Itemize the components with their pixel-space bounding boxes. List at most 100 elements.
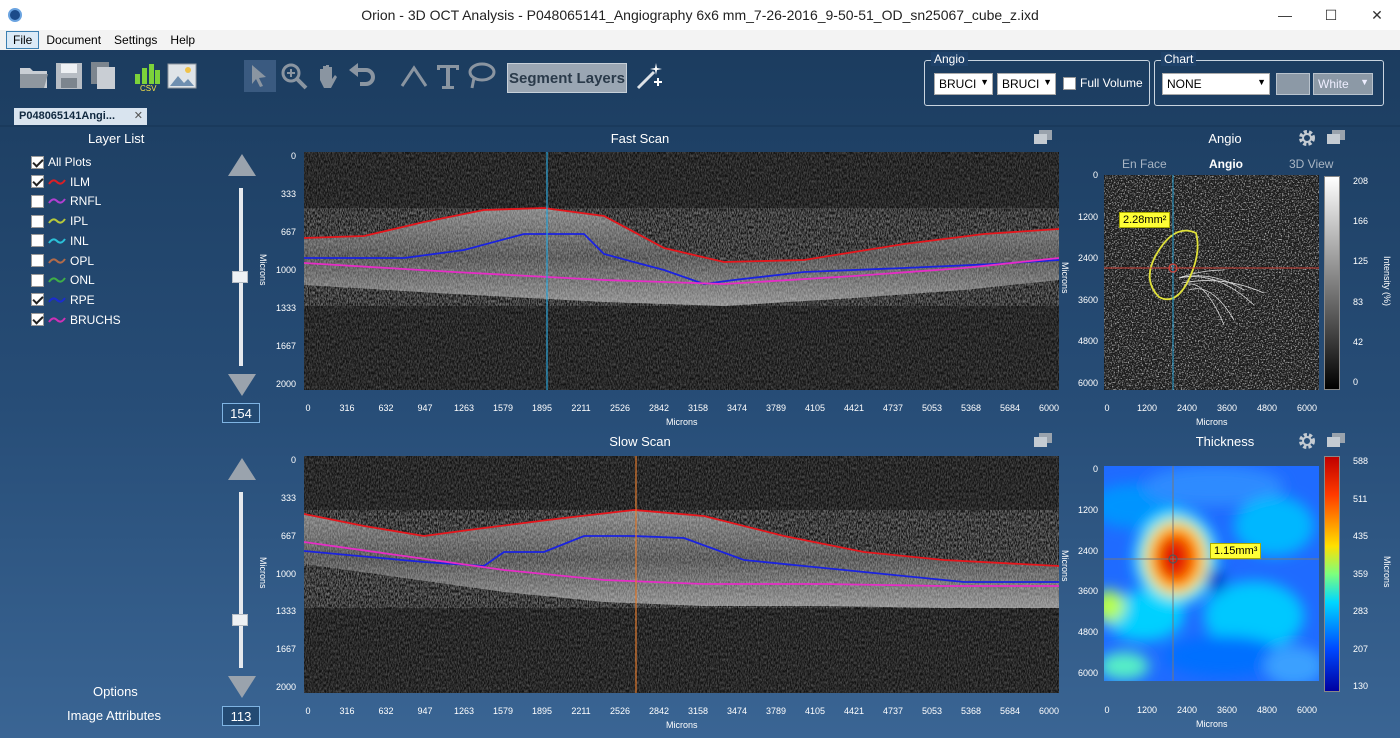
angio-layer-select-1[interactable]: BRUCI ▼: [934, 73, 993, 95]
slider-down-arrow-icon[interactable]: [228, 676, 256, 698]
text-tool-icon[interactable]: [432, 60, 464, 92]
gear-icon[interactable]: [1296, 430, 1318, 452]
tab-3d-view[interactable]: 3D View: [1289, 157, 1334, 171]
layer-item-rpe[interactable]: RPE: [31, 291, 95, 309]
layer-item-rnfl[interactable]: RNFL: [31, 192, 101, 210]
close-button[interactable]: ✕: [1371, 6, 1383, 23]
menu-document[interactable]: Document: [46, 33, 102, 47]
slow-scan-bscan[interactable]: [304, 456, 1059, 693]
fast-scan-xtick: 2842: [648, 403, 670, 413]
layer-item-all-plots[interactable]: All Plots: [31, 153, 91, 171]
layer-checkbox[interactable]: [31, 194, 44, 208]
layer-color-swatch: [48, 238, 66, 244]
color-select[interactable]: White ▼: [1313, 73, 1373, 95]
slider-up-arrow-icon[interactable]: [228, 458, 256, 480]
minimize-button[interactable]: —: [1278, 7, 1292, 23]
layer-checkbox[interactable]: [31, 254, 44, 267]
layer-item-opl[interactable]: OPL: [31, 252, 94, 270]
pan-hand-icon[interactable]: [312, 60, 344, 92]
toolbar: CSV Segment Layers: [0, 50, 1400, 106]
layer-item-inl[interactable]: INL: [31, 232, 89, 250]
undo-icon[interactable]: [346, 60, 378, 92]
layer-checkbox[interactable]: [31, 273, 44, 287]
fast-scan-xtick: 947: [417, 403, 433, 413]
angio-ytick: 0: [1092, 170, 1098, 180]
segment-layers-button[interactable]: Segment Layers: [507, 63, 627, 93]
gear-icon[interactable]: [1296, 127, 1318, 149]
layer-checkbox[interactable]: [31, 214, 44, 228]
slider-track[interactable]: [239, 492, 243, 668]
layer-item-bruchs[interactable]: BRUCHS: [31, 311, 121, 329]
menu-file[interactable]: File: [6, 31, 40, 49]
thickness-ytick: 3600: [1077, 586, 1098, 597]
slider-thumb[interactable]: [232, 271, 248, 283]
fast-scan-ytick: 1000: [275, 265, 296, 275]
slider-thumb[interactable]: [232, 614, 248, 627]
angio-xtick: 0: [1104, 403, 1110, 413]
undock-window-icon[interactable]: [1033, 129, 1053, 145]
open-folder-icon[interactable]: [18, 60, 50, 92]
layer-label: RPE: [70, 292, 95, 307]
thickness-cbar-tick: 359: [1353, 568, 1369, 579]
pointer-icon[interactable]: [244, 60, 276, 92]
slider-up-arrow-icon[interactable]: [228, 154, 256, 176]
angio-enface-image[interactable]: [1104, 175, 1319, 390]
layer-item-onl[interactable]: ONL: [31, 271, 95, 289]
fast-scan-slice-input[interactable]: 154: [222, 403, 260, 423]
tab-angio[interactable]: Angio: [1209, 157, 1243, 171]
fast-scan-slider[interactable]: [226, 154, 258, 399]
slow-scan-title: Slow Scan: [609, 434, 671, 449]
color-swatch[interactable]: [1276, 73, 1310, 95]
layer-checkbox[interactable]: [31, 175, 44, 189]
layer-checkbox[interactable]: [31, 313, 44, 327]
line-draw-icon[interactable]: [398, 60, 430, 92]
fast-scan-xtick: 4105: [804, 403, 826, 413]
menu-bar: File Document Settings Help: [0, 30, 1400, 50]
undock-window-icon[interactable]: [1033, 432, 1053, 448]
vessel-texture: [1104, 175, 1319, 390]
csv-export-icon[interactable]: CSV: [131, 60, 163, 92]
layer-checkbox[interactable]: [31, 293, 44, 307]
image-icon[interactable]: [166, 60, 198, 92]
layer-checkbox[interactable]: [31, 234, 44, 248]
copy-pages-icon[interactable]: [88, 60, 120, 92]
lasso-icon[interactable]: [466, 60, 498, 92]
tab-en-face[interactable]: En Face: [1122, 157, 1167, 171]
layer-label: OPL: [70, 253, 95, 268]
fast-scan-bscan[interactable]: [304, 152, 1059, 390]
slow-scan-ytick: 667: [280, 530, 296, 541]
angio-layer-select-2[interactable]: BRUCI ▼: [997, 73, 1056, 95]
undock-window-icon[interactable]: [1326, 129, 1346, 145]
thickness-cbar-tick: 511: [1353, 493, 1368, 504]
magic-wand-icon[interactable]: [634, 60, 666, 92]
image-attributes-link[interactable]: Image Attributes: [67, 708, 161, 723]
menu-help[interactable]: Help: [170, 33, 196, 47]
maximize-button[interactable]: ☐: [1324, 6, 1338, 23]
layer-item-ilm[interactable]: ILM: [31, 173, 90, 191]
layer-item-ipl[interactable]: IPL: [31, 212, 88, 230]
fast-scan-xtick: 0: [305, 403, 311, 413]
chart-select[interactable]: NONE ▼: [1162, 73, 1270, 95]
chevron-down-icon: ▼: [1360, 77, 1369, 87]
slow-scan-slice-input[interactable]: 113: [222, 706, 260, 726]
angio-svg: [1104, 175, 1319, 390]
full-volume-checkbox[interactable]: [1063, 77, 1076, 90]
options-link[interactable]: Options: [93, 684, 138, 699]
vessel: [1181, 280, 1265, 294]
layer-color-swatch: [48, 277, 66, 283]
slow-scan-xtick: 3474: [726, 706, 748, 716]
slider-down-arrow-icon[interactable]: [228, 374, 256, 396]
slow-scan-xtick: 5684: [999, 706, 1021, 716]
slow-scan-slider[interactable]: [226, 458, 258, 702]
document-tab[interactable]: P048065141Angi... ✕: [14, 108, 147, 125]
full-volume-label: Full Volume: [1080, 76, 1143, 90]
undock-window-icon[interactable]: [1326, 432, 1346, 448]
close-tab-icon[interactable]: ✕: [133, 110, 143, 122]
zoom-icon[interactable]: [278, 60, 310, 92]
layer-checkbox[interactable]: [31, 155, 44, 169]
thickness-map[interactable]: [1104, 466, 1319, 681]
slow-scan-ytick: 0: [290, 455, 296, 465]
slow-scan-ytick: 1333: [275, 606, 296, 617]
save-icon[interactable]: [53, 60, 85, 92]
menu-settings[interactable]: Settings: [114, 33, 158, 47]
